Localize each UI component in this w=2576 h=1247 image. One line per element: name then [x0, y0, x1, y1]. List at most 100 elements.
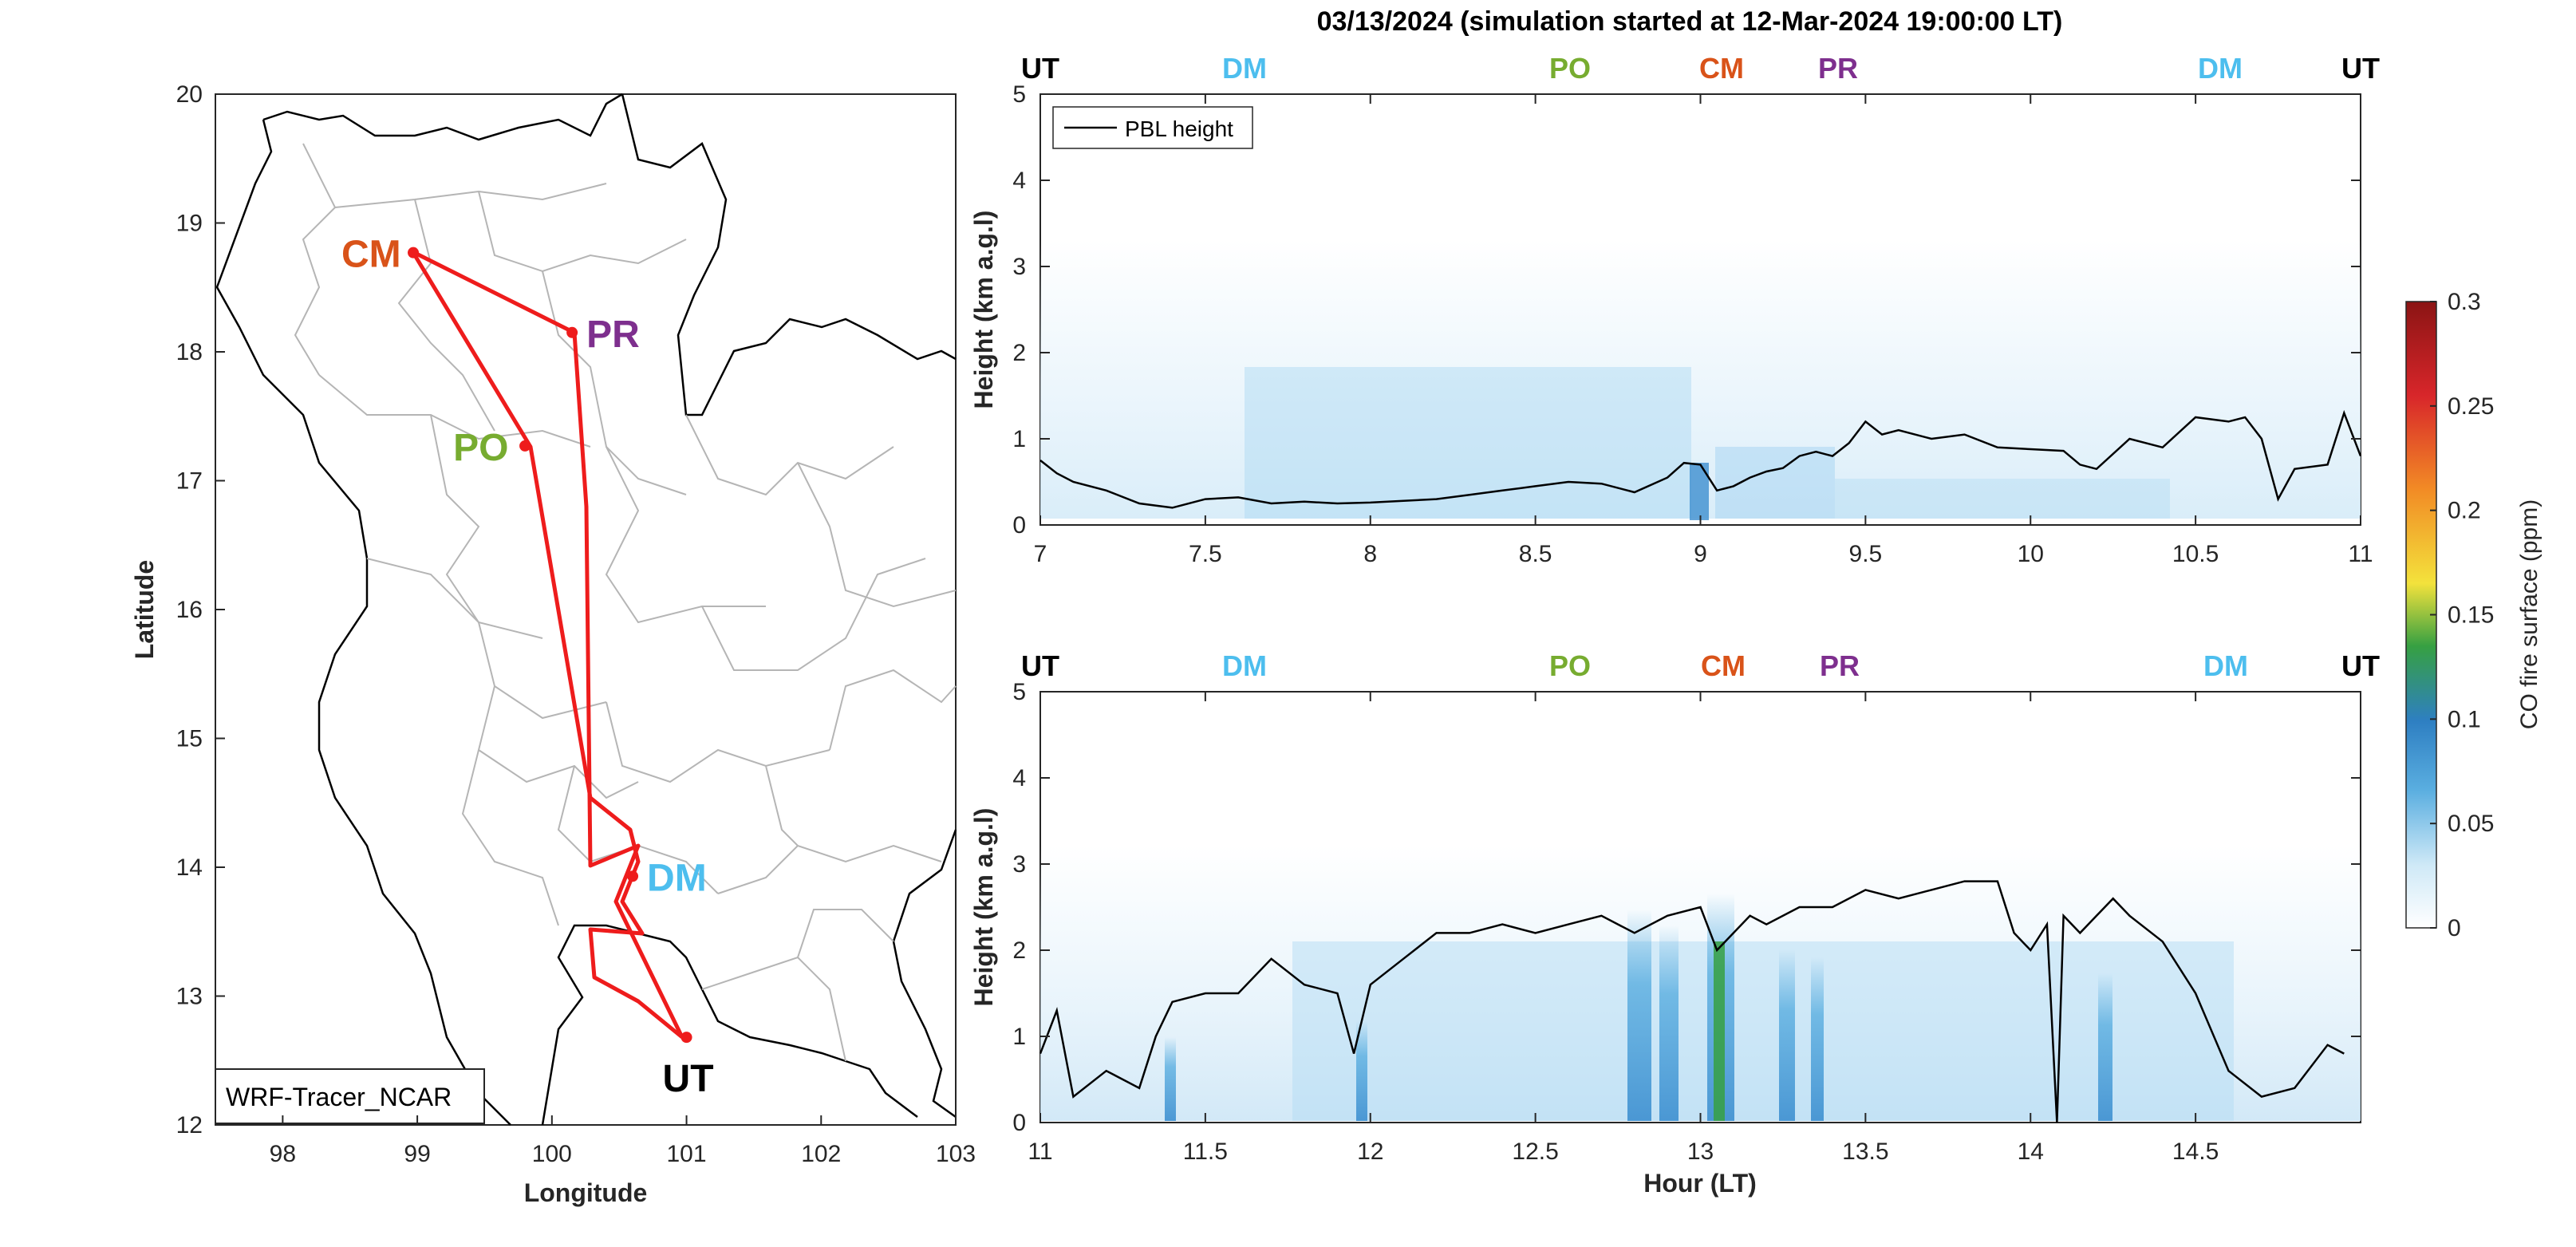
- top-haze-band: [1245, 367, 1691, 519]
- map-xlabel: Longitude: [524, 1178, 648, 1207]
- x-tick-label: 7: [1034, 541, 1047, 567]
- map-y-tick-label: 16: [176, 597, 203, 623]
- map-y-tick-label: 17: [176, 468, 203, 495]
- y-tick-label: 0: [1012, 512, 1026, 539]
- top-site-marks: UT DM PO CM PR DM UT: [1021, 52, 2380, 85]
- top-streak: [1690, 463, 1709, 520]
- y-tick-label: 2: [1012, 937, 1026, 964]
- site-mark-ut: UT: [2341, 649, 2380, 682]
- x-tick-label: 8.5: [1519, 541, 1552, 567]
- province-line: [797, 462, 957, 608]
- province-line: [765, 765, 799, 846]
- colorbar-label: CO fire surface (ppm): [2516, 499, 2542, 729]
- bottom-streak: [1165, 1037, 1176, 1121]
- figure-title: 03/13/2024 (simulation started at 12-Mar…: [1317, 6, 2063, 37]
- site-mark-ut: UT: [1021, 649, 1059, 682]
- site-mark-dm: DM: [2203, 649, 2248, 682]
- x-tick-label: 11: [1028, 1138, 1052, 1165]
- model-label: WRF-Tracer_NCAR: [226, 1083, 452, 1111]
- country-border-southeast: [892, 829, 957, 1119]
- map-x-tick-label: 102: [801, 1141, 841, 1167]
- site-marker: [627, 870, 639, 882]
- x-tick-label: 12.5: [1512, 1138, 1558, 1165]
- province-line: [606, 701, 830, 783]
- province-line: [366, 558, 607, 720]
- top-plot-concentration-field: [1040, 239, 2361, 520]
- top-pbl-line: [1039, 409, 2362, 509]
- colorbar-tick-label: 0.2: [2448, 498, 2481, 524]
- colorbar-tick-label: 0.05: [2448, 811, 2494, 837]
- site-mark-cm: CM: [1699, 52, 1744, 85]
- site-marker: [408, 247, 420, 258]
- x-tick-label: 14: [2018, 1138, 2044, 1165]
- map-y-tick-label: 15: [176, 726, 203, 752]
- site-mark-ut: UT: [2341, 52, 2380, 85]
- site-marker: [680, 1032, 692, 1044]
- y-tick-label: 3: [1012, 851, 1026, 878]
- province-line: [461, 749, 559, 926]
- site-marker: [519, 440, 531, 452]
- site-mark-dm: DM: [1222, 649, 1267, 682]
- site-mark-pr: PR: [1818, 52, 1858, 85]
- bottom-streak: [1356, 1021, 1367, 1121]
- model-label-box: [215, 1068, 485, 1124]
- map-y-tick-label: 20: [176, 81, 203, 108]
- bottom-streak: [2098, 973, 2112, 1121]
- colorbar-tick-label: 0.15: [2448, 602, 2494, 629]
- bottom-streak: [1779, 949, 1795, 1121]
- site-mark-po: PO: [1549, 649, 1591, 682]
- y-tick-label: 0: [1012, 1110, 1026, 1136]
- colorbar-tick-label: 0.3: [2448, 289, 2481, 315]
- bottom-pbl-line: [1039, 880, 2345, 1123]
- map-y-tick-label: 13: [176, 984, 203, 1010]
- colorbar: 0 0.05 0.1 0.15 0.2 0.25 0.3 CO fire surface (…: [2405, 289, 2542, 941]
- province-line: [701, 558, 926, 671]
- bottom-streak: [1714, 941, 1725, 1121]
- top-legend-label: PBL height: [1125, 116, 1233, 141]
- province-line: [430, 414, 543, 639]
- bottom-streak: [1811, 957, 1824, 1121]
- colorbar-tick-label: 0.1: [2448, 706, 2481, 732]
- map-ylabel: Latitude: [130, 560, 159, 659]
- y-tick-label: 3: [1012, 254, 1026, 280]
- province-line: [318, 374, 591, 448]
- x-tick-label: 7.5: [1189, 541, 1222, 567]
- site-label-dm: DM: [647, 857, 707, 899]
- x-tick-label: 13: [1687, 1138, 1714, 1165]
- x-tick-label: 14.5: [2172, 1138, 2219, 1165]
- colorbar-ticks: 0 0.05 0.1 0.15 0.2 0.25 0.3: [2430, 289, 2494, 941]
- province-line: [685, 414, 894, 496]
- bottom-streak: [1627, 910, 1651, 1121]
- province-line: [477, 685, 639, 799]
- bottom-haze-band: [1292, 941, 2234, 1121]
- map-x-ticks: 98 99 100 101 102 103: [270, 1115, 976, 1167]
- site-label-ut: UT: [663, 1058, 714, 1100]
- bottom-plot-concentration-field: [1040, 846, 2361, 1121]
- site-mark-dm: DM: [1222, 52, 1267, 85]
- province-line: [294, 143, 337, 376]
- x-tick-label: 8: [1363, 541, 1377, 567]
- x-tick-label: 10: [2018, 541, 2044, 567]
- top-haze-band: [1835, 479, 2170, 519]
- province-line: [478, 191, 687, 273]
- x-tick-label: 10.5: [2172, 541, 2219, 567]
- map-panel: CM PR PO DM UT WRF-Tracer_NCAR 98 99 100 101 102…: [130, 81, 976, 1207]
- site-mark-ut: UT: [1021, 52, 1059, 85]
- y-tick-label: 5: [1012, 81, 1026, 108]
- map-y-ticks: 12 13 14 15 16 17 18 19 20: [176, 81, 225, 1138]
- bottom-streak: [1659, 925, 1679, 1121]
- y-tick-label: 2: [1012, 340, 1026, 366]
- top-x-ticks: 7 7.5 8 8.5 9 9.5 10 10.5 11: [1034, 94, 2373, 567]
- map-x-tick-label: 103: [936, 1141, 976, 1167]
- country-border-north: [262, 93, 623, 141]
- colorbar-tick-label: 0: [2448, 915, 2461, 941]
- y-tick-label: 4: [1012, 765, 1026, 791]
- y-tick-label: 1: [1012, 1024, 1026, 1050]
- route-line-return: [412, 254, 684, 1039]
- site-mark-po: PO: [1549, 52, 1591, 85]
- x-tick-label: 11: [2348, 541, 2373, 567]
- bottom-y-ticks: 0 1 2 3 4 5: [1012, 679, 2361, 1136]
- province-line: [717, 844, 942, 894]
